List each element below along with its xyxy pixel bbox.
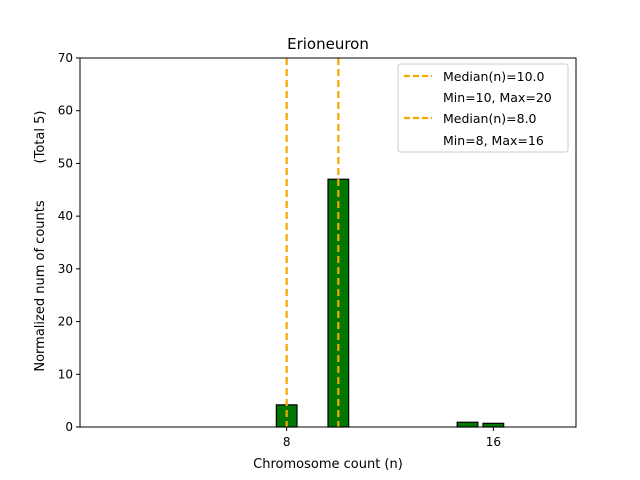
- y-tick-label-10: 10: [58, 367, 73, 381]
- legend-entry-range-2: Min=8, Max=16: [443, 133, 544, 148]
- y-axis-label-total: (Total 5): [33, 111, 48, 164]
- y-tick-label-30: 30: [58, 262, 73, 276]
- y-tick-label-60: 60: [58, 104, 73, 118]
- x-axis-label: Chromosome count (n): [253, 457, 403, 472]
- legend-entry-range-1: Min=10, Max=20: [443, 90, 552, 105]
- y-tick-label-70: 70: [58, 51, 73, 65]
- bar-4: [482, 422, 505, 428]
- y-tick-label-0: 0: [65, 420, 73, 434]
- bar-3: [456, 421, 479, 428]
- chart-title: Erioneuron: [287, 35, 369, 53]
- axes-frame: [79, 57, 577, 428]
- plot-area: 0 10 20 30 40 50 60 70 8 16: [58, 51, 577, 449]
- legend-frame: [397, 63, 569, 153]
- legend-entry-median-1: Median(n)=10.0: [443, 69, 544, 84]
- legend: Median(n)=10.0 Min=10, Max=20 Median(n)=…: [397, 63, 569, 153]
- y-axis-label: Normalized num of counts: [33, 200, 48, 371]
- legend-entry-median-2: Median(n)=8.0: [443, 111, 537, 126]
- x-tick-label-8: 8: [283, 435, 291, 449]
- y-tick-label-40: 40: [58, 209, 73, 223]
- y-tick-label-50: 50: [58, 156, 73, 170]
- x-tick-label-16: 16: [486, 435, 501, 449]
- y-tick-label-20: 20: [58, 315, 73, 329]
